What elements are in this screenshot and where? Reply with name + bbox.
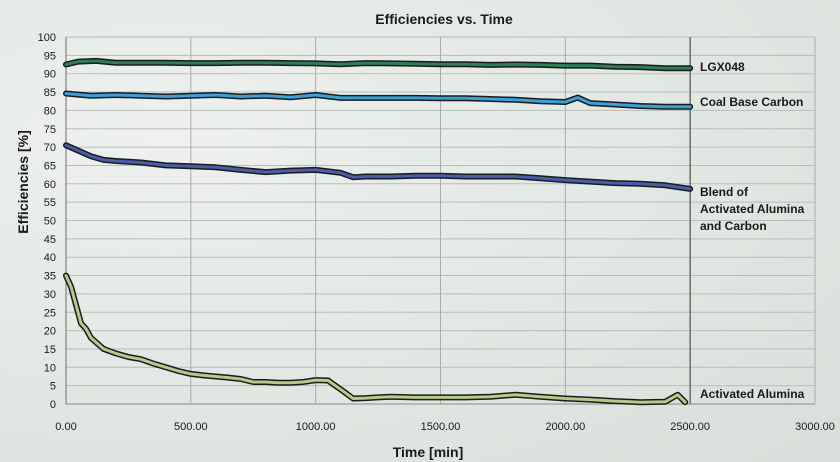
series-label-1: Coal Base Carbon [700,95,803,109]
series-label-2: and Carbon [700,219,767,233]
chart-title: Efficiencies vs. Time [375,11,513,27]
x-tick-label: 1000.00 [296,421,336,433]
x-axis-label: Time [min] [393,444,464,460]
series-lines [63,57,694,406]
x-tick-label: 0.00 [55,421,76,433]
y-tick-label: 80 [44,105,56,117]
y-tick-label: 95 [44,50,56,62]
series-line-2 [64,143,692,191]
series-label-2: Activated Alumina [700,202,805,216]
x-tick-labels: 0.00 500.00 1000.00 1500.00 2000.00 2500.00 30… [55,421,835,433]
y-tick-label: 70 [44,142,56,154]
y-tick-label: 100 [38,32,56,44]
y-tick-label: 75 [44,124,56,136]
y-tick-label: 30 [44,289,56,301]
series-labels: LGX048 Coal Base Carbon Blend of Activated … [700,60,805,401]
y-tick-label: 50 [44,216,56,228]
y-tick-label: 90 [44,69,56,81]
y-tick-label: 25 [44,307,56,319]
y-tick-label: 35 [44,271,56,283]
y-axis-label: Efficiencies [%] [15,130,31,233]
y-tick-label: 0 [50,399,56,411]
series-line-0 [64,59,692,70]
y-tick-label: 55 [44,197,56,209]
series-line-1 [64,92,692,109]
y-tick-label: 20 [44,326,56,338]
y-tick-label: 5 [50,381,56,393]
x-tick-label: 3000.00 [795,421,835,433]
x-tick-label: 2500.00 [670,421,710,433]
y-tick-label: 45 [44,234,56,246]
series-label-2: Blend of [700,185,749,199]
y-tick-label: 10 [44,362,56,374]
series-line-3 [64,274,687,404]
y-tick-label: 85 [44,87,56,99]
series-label-0: LGX048 [700,60,745,74]
y-tick-label: 15 [44,344,56,356]
series-outline-3 [63,272,689,406]
y-tick-label: 40 [44,252,56,264]
grid [65,36,816,405]
series-label-3: Activated Alumina [700,387,805,401]
y-tick-labels: 0 5 10 15 20 25 30 35 40 45 50 55 60 65 70 75 80 85 90 95 10… [38,32,56,411]
y-tick-label: 65 [44,160,56,172]
x-tick-label: 500.00 [174,421,208,433]
y-tick-label: 60 [44,179,56,191]
x-tick-label: 2000.00 [545,421,585,433]
x-tick-label: 1500.00 [421,421,461,433]
